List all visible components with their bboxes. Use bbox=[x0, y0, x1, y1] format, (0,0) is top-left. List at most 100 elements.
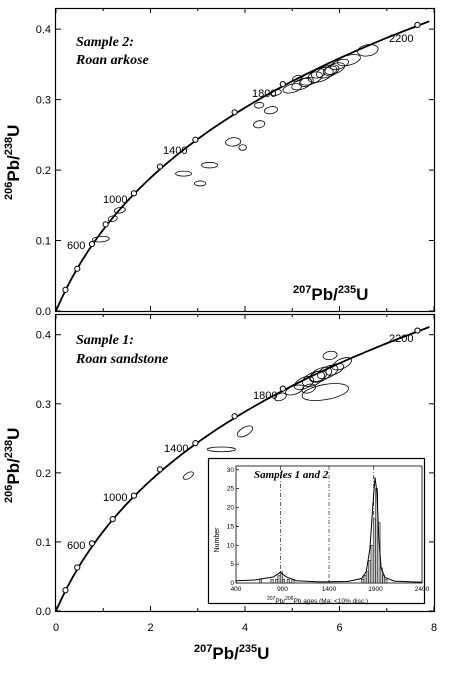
concordia-age-marker bbox=[414, 21, 421, 29]
histogram-bar bbox=[384, 578, 388, 584]
error-ellipse bbox=[322, 65, 338, 76]
error-ellipse bbox=[316, 64, 340, 79]
error-ellipse bbox=[309, 366, 333, 383]
histogram-bar bbox=[370, 545, 374, 584]
concordia-age-marker bbox=[156, 466, 164, 473]
error-ellipse bbox=[309, 370, 327, 382]
error-ellipse bbox=[299, 76, 314, 88]
top-age-label: 600 bbox=[67, 240, 85, 252]
concordia-age-marker bbox=[279, 81, 286, 88]
top-title: Sample 2: bbox=[76, 35, 134, 50]
error-ellipse bbox=[292, 74, 302, 82]
x-tick-label: 4 bbox=[242, 622, 248, 634]
error-ellipse bbox=[253, 120, 266, 129]
bottom-concordia bbox=[55, 326, 430, 612]
y-tick-label: 0.3 bbox=[36, 399, 51, 411]
error-ellipse bbox=[325, 362, 345, 376]
error-ellipse bbox=[302, 371, 325, 387]
concordia-age-marker bbox=[192, 136, 199, 143]
y-tick-label: 0.0 bbox=[36, 606, 51, 618]
age-histogram-inset: Samples 1 and 2 Number 207Pb/206Pb ages … bbox=[207, 457, 430, 605]
concordia-age-marker bbox=[102, 221, 109, 228]
inset-y-tick-label: 5 bbox=[230, 561, 234, 568]
y-tick-label: 0.4 bbox=[36, 330, 51, 342]
error-ellipse bbox=[107, 215, 118, 223]
error-ellipse bbox=[238, 144, 247, 151]
inset-x-tick-label: 1900 bbox=[368, 586, 383, 593]
inset-x-tick-label: 1400 bbox=[322, 586, 337, 593]
error-ellipse bbox=[206, 446, 236, 453]
error-ellipse bbox=[264, 106, 278, 115]
error-ellipse bbox=[175, 170, 192, 177]
concordia-age-marker bbox=[74, 564, 81, 571]
error-ellipse bbox=[322, 350, 338, 361]
histogram-bar bbox=[275, 578, 279, 584]
bottom-axis-ticks: 0.0 0.1 0.2 0.3 0.4 0 2 4 6 8 bbox=[36, 314, 437, 634]
inset-x-tick-label: 400 bbox=[231, 586, 242, 593]
concordia-age-marker bbox=[231, 109, 238, 116]
histogram-bar bbox=[363, 575, 367, 584]
concordia-age-marker bbox=[88, 540, 96, 547]
error-ellipse bbox=[194, 180, 207, 187]
error-ellipse bbox=[113, 206, 126, 214]
inset-y-tick-label: 0 bbox=[230, 580, 234, 587]
top-ellipses bbox=[92, 44, 379, 243]
inset-bars bbox=[259, 488, 388, 584]
concordia-age-marker bbox=[109, 516, 116, 523]
histogram-bar bbox=[270, 578, 274, 584]
histogram-bar bbox=[279, 571, 283, 584]
x-tick-label: 6 bbox=[336, 622, 342, 634]
top-age-label: 1000 bbox=[103, 194, 127, 206]
top-subtitle: Roan arkose bbox=[75, 53, 149, 68]
concordia-age-marker bbox=[62, 286, 69, 293]
inset-y-tick-label: 30 bbox=[227, 467, 235, 474]
bottom-age-label: 600 bbox=[67, 540, 85, 552]
error-ellipse bbox=[337, 54, 361, 67]
bottom-x-axis-label: 207Pb/235U bbox=[194, 643, 269, 663]
histogram-bar bbox=[277, 575, 281, 584]
error-ellipse bbox=[274, 392, 287, 402]
inset-y-tick-label: 25 bbox=[227, 486, 235, 493]
concordia-age-marker bbox=[279, 385, 286, 392]
inset-y-tick-label: 20 bbox=[227, 505, 235, 512]
x-tick-label: 0 bbox=[53, 622, 59, 634]
y-tick-label: 0.2 bbox=[36, 468, 51, 480]
error-ellipse bbox=[254, 102, 265, 109]
x-tick-label: 8 bbox=[431, 622, 437, 634]
top-y-axis-label: 206Pb/238U bbox=[3, 125, 23, 200]
histogram-bar bbox=[259, 578, 262, 584]
corner-mark: . bbox=[425, 3, 427, 12]
top-age-label: 1800 bbox=[252, 88, 276, 100]
concordia-age-marker bbox=[192, 440, 199, 447]
histogram-bar bbox=[282, 578, 286, 584]
inset-y-tick-label: 10 bbox=[227, 542, 235, 549]
error-ellipse bbox=[311, 68, 326, 79]
histogram-bar bbox=[372, 518, 376, 584]
error-ellipse bbox=[357, 44, 379, 57]
error-ellipse bbox=[236, 425, 254, 438]
inset-x-tick-label: 2400 bbox=[415, 586, 430, 593]
error-ellipse bbox=[92, 235, 110, 243]
error-ellipse bbox=[201, 161, 218, 169]
inset-title: Samples 1 and 2 bbox=[254, 469, 329, 481]
top-age-label: 1400 bbox=[163, 145, 187, 157]
y-tick-label: 0.1 bbox=[36, 537, 51, 549]
bottom-age-label: 1800 bbox=[253, 390, 277, 402]
inset-y-tick-label: 15 bbox=[227, 523, 235, 530]
histogram-bar bbox=[365, 571, 369, 584]
top-x-axis-label: 207Pb/235U bbox=[293, 284, 368, 304]
concordia-age-marker bbox=[414, 327, 421, 334]
bottom-age-label: 2200 bbox=[389, 333, 413, 345]
concordia-age-marker bbox=[130, 492, 138, 499]
error-ellipse bbox=[317, 364, 339, 380]
y-tick-label: 0.4 bbox=[36, 24, 51, 36]
error-ellipse bbox=[331, 357, 352, 371]
histogram-bar bbox=[368, 560, 372, 584]
concordia-age-marker bbox=[156, 163, 164, 170]
bottom-subtitle: Roan sandstone bbox=[75, 352, 168, 367]
y-tick-label: 0.3 bbox=[36, 95, 51, 107]
top-age-label: 2200 bbox=[389, 33, 413, 45]
error-ellipse bbox=[301, 383, 350, 401]
y-tick-label: 0.2 bbox=[36, 165, 51, 177]
